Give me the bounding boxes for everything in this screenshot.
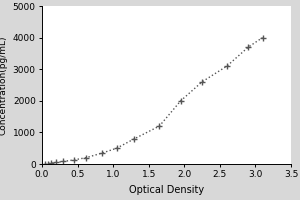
X-axis label: Optical Density: Optical Density <box>129 185 204 195</box>
Y-axis label: Concentration(pg/mL): Concentration(pg/mL) <box>0 35 7 135</box>
